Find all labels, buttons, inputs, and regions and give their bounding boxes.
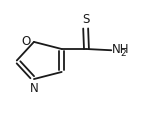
Text: N: N [30, 82, 38, 95]
Text: NH: NH [112, 43, 130, 56]
Text: O: O [21, 35, 30, 48]
Text: 2: 2 [120, 49, 126, 58]
Text: S: S [82, 13, 89, 26]
